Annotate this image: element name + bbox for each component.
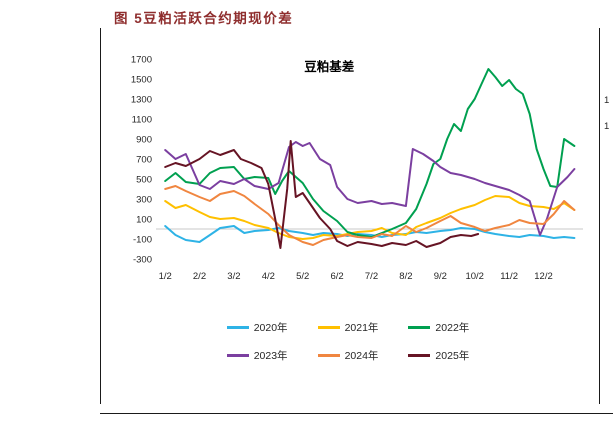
series-line-2023年 bbox=[164, 141, 576, 236]
x-axis-tick-label: 8/2 bbox=[399, 271, 412, 282]
legend-item-2024年: 2024年 bbox=[317, 348, 379, 363]
legend-item-2023年: 2023年 bbox=[226, 348, 288, 363]
x-axis-tick-label: 11/2 bbox=[500, 271, 518, 282]
figure-title: 图 5豆粕活跃合约期现价差 bbox=[114, 11, 294, 26]
legend-swatch bbox=[226, 326, 249, 329]
adjacent-chart-tick-partial: 1 bbox=[604, 121, 610, 132]
legend-row: 2023年 2024年 2025年 bbox=[226, 348, 469, 363]
x-axis-tick-label: 2/2 bbox=[193, 271, 206, 282]
y-axis-tick-label: -300 bbox=[133, 254, 152, 265]
legend-item-2025年: 2025年 bbox=[408, 348, 469, 363]
legend-label: 2023年 bbox=[253, 350, 288, 362]
y-axis-tick-label: 700 bbox=[136, 154, 152, 165]
legend-item-2020年: 2020年 bbox=[226, 320, 288, 335]
chart-legend: 2020年 2021年 2022年 2023年 2024年 2025年 bbox=[103, 320, 593, 363]
panel-right-divider bbox=[599, 28, 600, 404]
legend-swatch bbox=[317, 326, 340, 329]
y-axis-tick-label: 1100 bbox=[132, 114, 152, 125]
y-axis-tick-label: 1700 bbox=[131, 54, 152, 65]
x-axis-tick-label: 10/2 bbox=[465, 271, 484, 282]
y-axis-tick-label: 300 bbox=[136, 194, 152, 205]
legend-label: 2024年 bbox=[344, 350, 379, 362]
legend-item-2022年: 2022年 bbox=[408, 320, 469, 335]
legend-label: 2020年 bbox=[253, 322, 288, 334]
x-axis-tick-label: 5/2 bbox=[296, 271, 309, 282]
y-axis-tick-label: -100 bbox=[133, 234, 152, 245]
y-axis-tick-label: 1300 bbox=[131, 94, 152, 105]
x-axis-tick-label: 4/2 bbox=[262, 271, 275, 282]
basis-line-chart: -300 -100 100 300 500 700 900 1100 1300 1500 1700 1… bbox=[103, 45, 593, 313]
x-axis-tick-label: 12/2 bbox=[534, 271, 553, 282]
y-axis-tick-label: 100 bbox=[136, 214, 152, 225]
x-axis-tick-label: 7/2 bbox=[365, 271, 378, 282]
panel-bottom-border bbox=[100, 413, 613, 414]
legend-swatch bbox=[408, 326, 431, 329]
legend-swatch bbox=[317, 354, 340, 357]
legend-label: 2022年 bbox=[435, 322, 470, 334]
series-line-2025年 bbox=[164, 140, 480, 249]
y-axis-tick-label: 1500 bbox=[131, 74, 152, 85]
y-axis-tick-label: 500 bbox=[136, 174, 152, 185]
x-axis-tick-label: 9/2 bbox=[434, 271, 447, 282]
legend-row: 2020年 2021年 2022年 bbox=[226, 320, 469, 335]
x-axis-tick-label: 1/2 bbox=[159, 271, 172, 282]
chart-title: 豆粕基差 bbox=[304, 59, 354, 74]
legend-label: 2025年 bbox=[435, 350, 470, 362]
legend-label: 2021年 bbox=[344, 322, 379, 334]
series-line-2020年 bbox=[164, 225, 576, 243]
y-axis-tick-label: 900 bbox=[136, 134, 152, 145]
x-axis-tick-label: 3/2 bbox=[227, 271, 240, 282]
series-line-2024年 bbox=[164, 185, 576, 246]
adjacent-chart-tick-partial: 1 bbox=[604, 95, 610, 106]
panel-left-border bbox=[100, 28, 101, 404]
x-axis-tick-label: 6/2 bbox=[330, 271, 343, 282]
legend-item-2021年: 2021年 bbox=[317, 320, 379, 335]
series-line-2021年 bbox=[164, 195, 576, 240]
series-line-2022年 bbox=[164, 68, 576, 238]
chart-canvas: -300 -100 100 300 500 700 900 1100 1300 1500 1700 1… bbox=[131, 54, 583, 282]
legend-swatch bbox=[408, 354, 431, 357]
legend-swatch bbox=[226, 354, 249, 357]
